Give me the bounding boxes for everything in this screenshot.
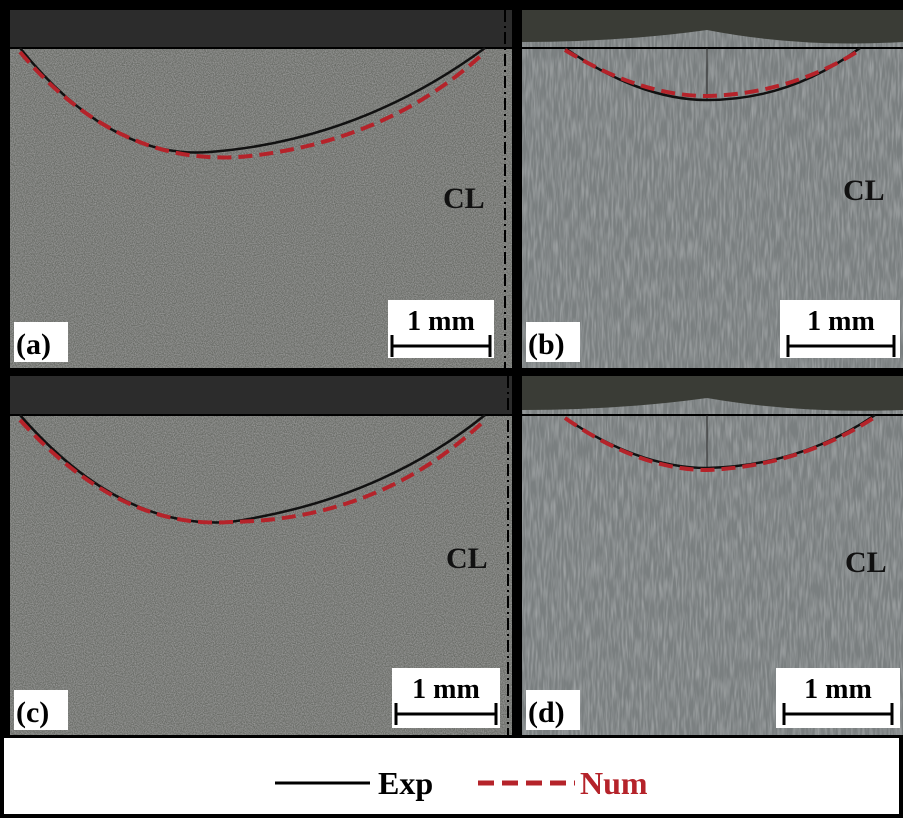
panel-label: (c) <box>16 696 49 729</box>
scale-text: 1 mm <box>407 306 475 337</box>
scale-bar <box>394 703 498 725</box>
panel-label: (b) <box>528 328 565 361</box>
label-bg <box>14 690 68 730</box>
exp-boundary <box>19 46 486 154</box>
scale-bar <box>782 703 894 725</box>
scale-bar <box>390 335 492 357</box>
label-bg <box>14 322 68 362</box>
panel-a: CL 1 mm (a) <box>10 10 512 368</box>
scale-bar <box>786 335 896 357</box>
cl-label: CL <box>446 542 488 575</box>
scale-bg <box>392 668 500 728</box>
panel-d: CL 1 mm (d) <box>522 376 903 735</box>
top-band <box>522 10 903 44</box>
num-boundary <box>18 50 487 160</box>
scale-text: 1 mm <box>807 306 875 337</box>
scale-bg <box>388 300 494 358</box>
cl-label: CL <box>843 174 885 207</box>
label-bg <box>526 690 580 730</box>
legend-entry: Num <box>580 765 648 801</box>
top-band <box>10 376 512 415</box>
panel-b: CL 1 mm (b) <box>522 10 903 368</box>
scale-text: 1 mm <box>412 674 480 705</box>
cl-label: CL <box>845 546 887 579</box>
panel-label: (d) <box>528 696 565 729</box>
scale-bg <box>776 668 900 728</box>
scale-bg <box>780 300 900 358</box>
num-boundary <box>563 415 877 473</box>
legend: Exp Num <box>275 765 648 801</box>
top-band <box>10 10 512 48</box>
panel-label: (a) <box>16 328 51 361</box>
legend-entry: Exp <box>378 765 433 801</box>
num-boundary <box>18 418 487 525</box>
top-band <box>522 376 903 411</box>
cl-label: CL <box>443 182 485 215</box>
scale-text: 1 mm <box>804 674 872 705</box>
panel-c: CL 1 mm (c) <box>10 376 512 735</box>
label-bg <box>526 322 580 362</box>
num-boundary <box>563 48 862 99</box>
legend-box <box>4 738 899 814</box>
